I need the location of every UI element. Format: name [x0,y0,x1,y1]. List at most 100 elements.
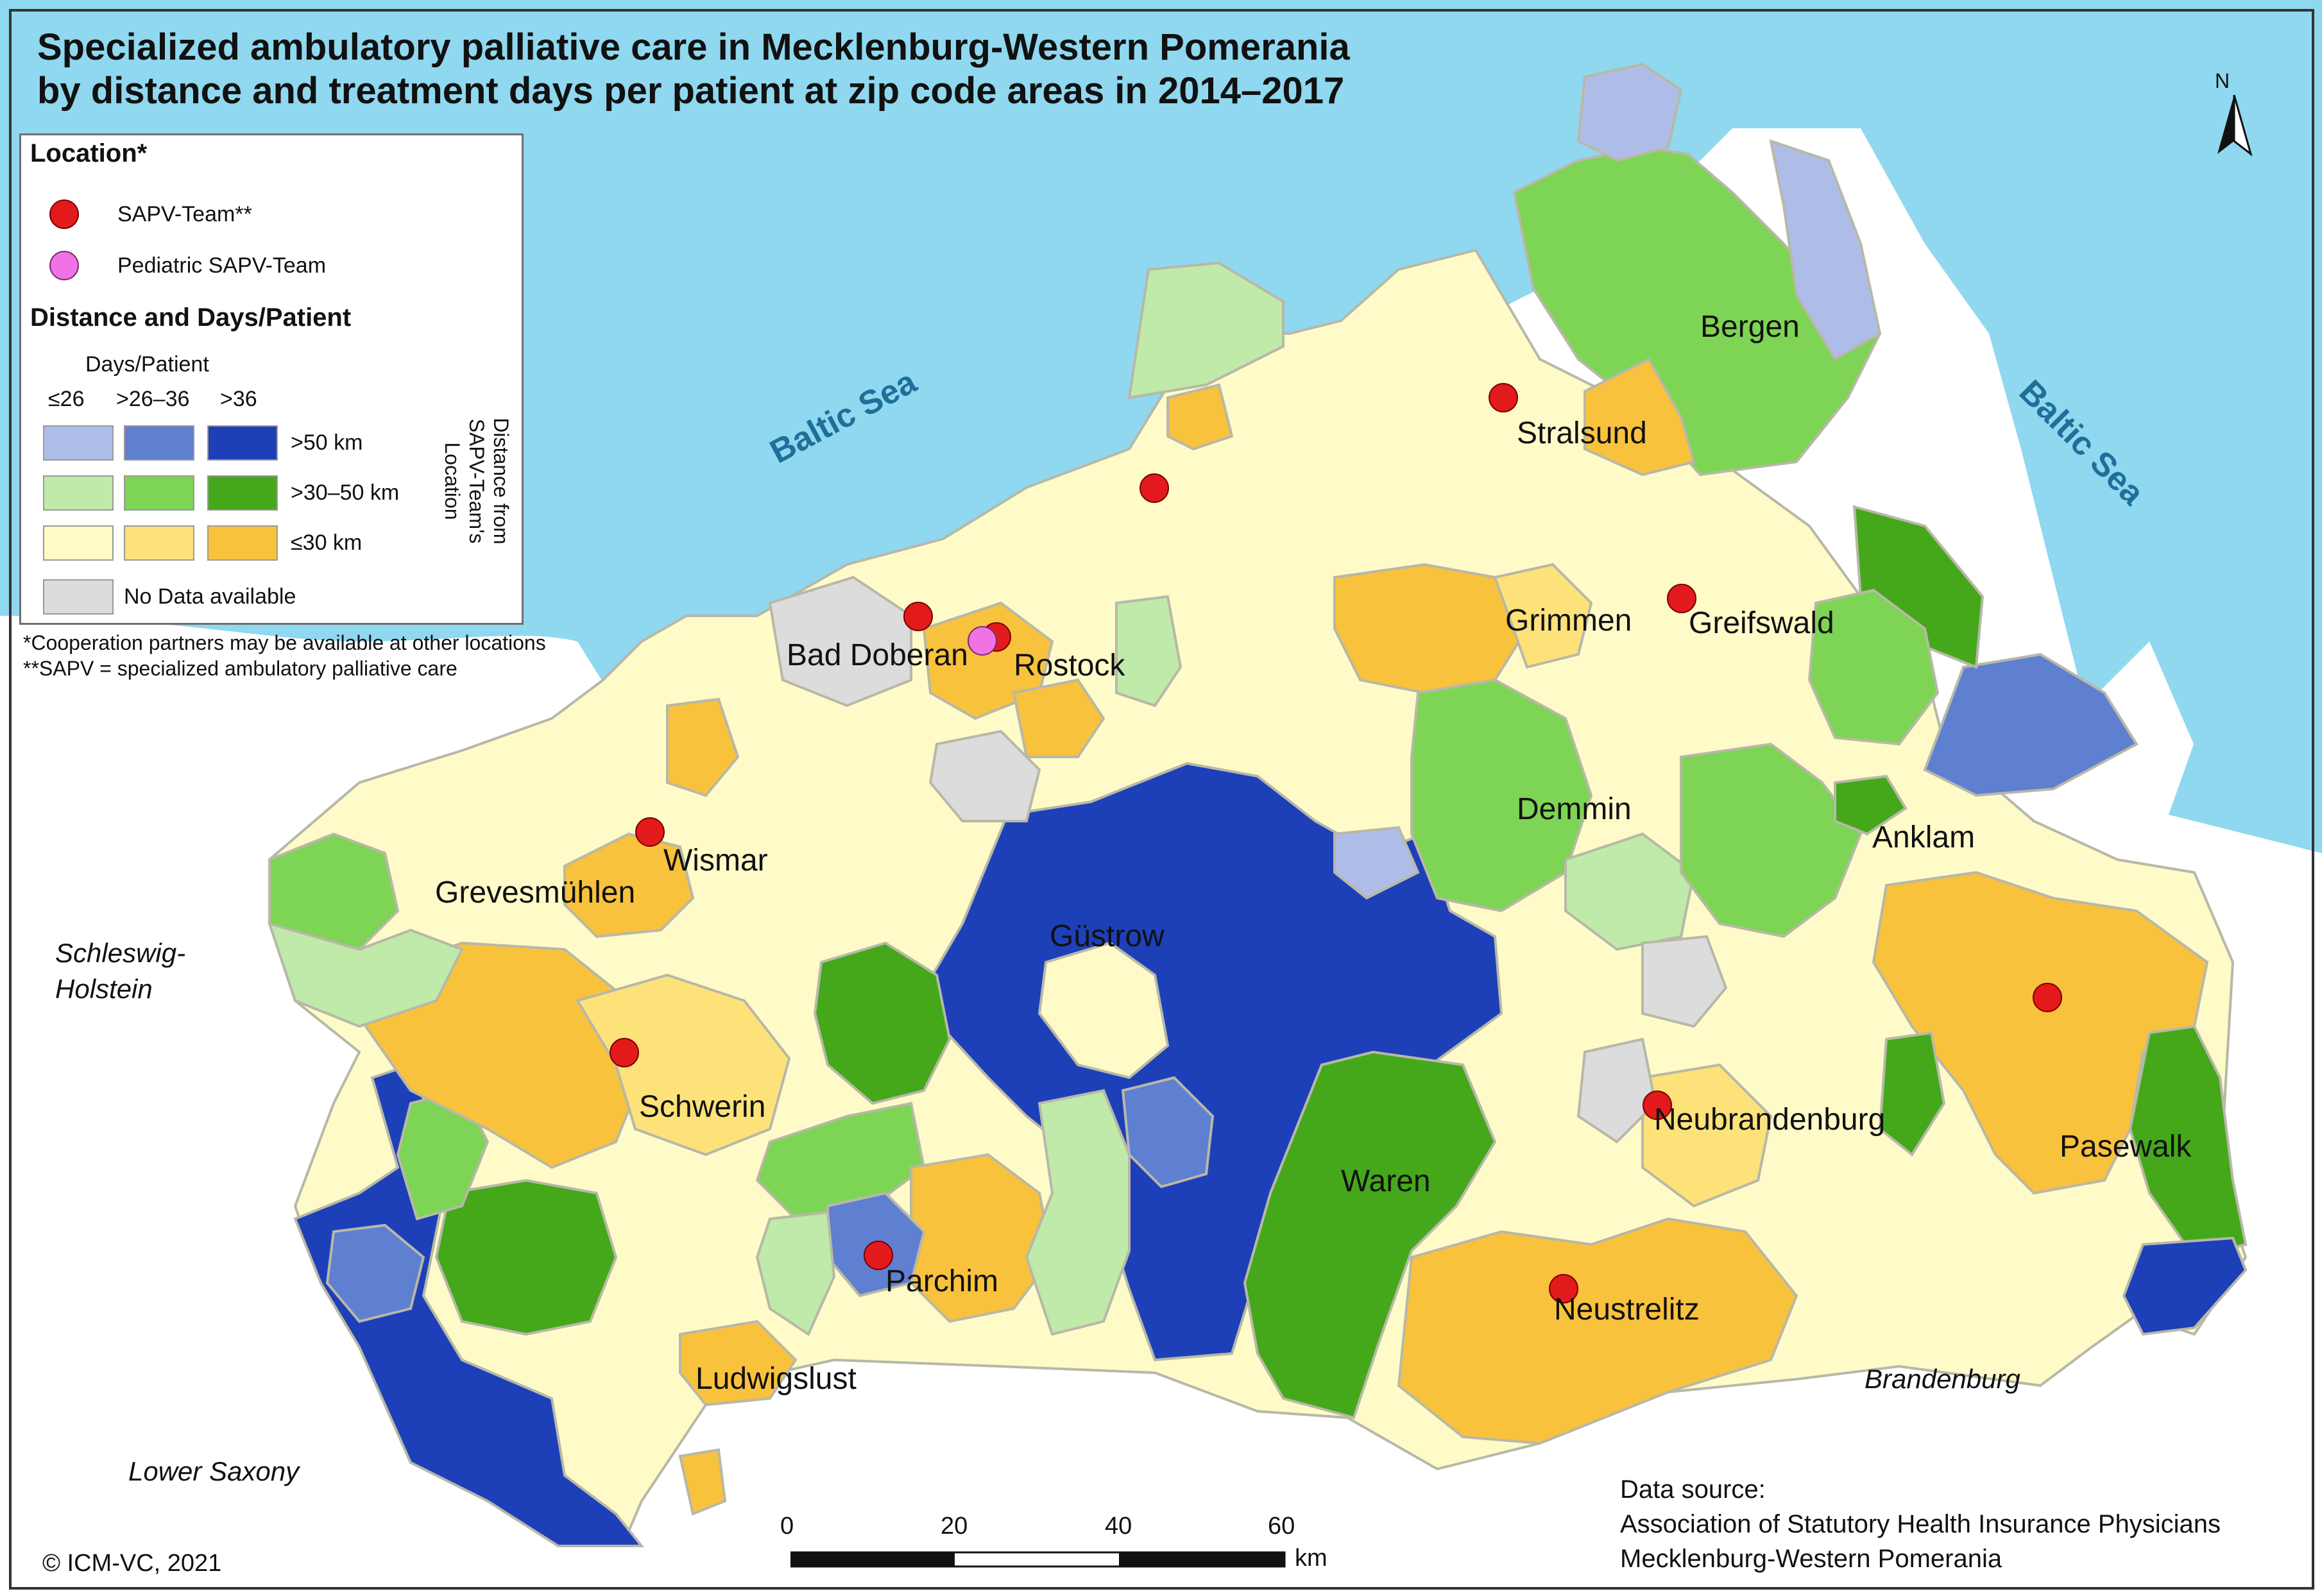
zone-waren [1243,1050,1497,1420]
sapv-marker-neubrandenburg [1643,1091,1672,1120]
sapv-marker-bad-doberan [903,602,933,631]
legend-pediatric-team: Pediatric SAPV-Team [117,253,327,278]
swatch-mid-high [207,475,278,511]
map-frame [9,9,2314,1590]
zone-sw-blue [293,1063,645,1547]
legend-days-col-3: >36 [220,387,257,411]
sapv-marker-schwerin [610,1038,639,1067]
zone-sternberg-green [813,941,952,1105]
sapv-marker-stralsund [1489,383,1518,412]
city-label-grimmen: Grimmen [1505,604,1632,638]
legend-no-data: No Data available [124,584,296,609]
zone-bad-doberan-nodata [768,575,912,708]
map-title: Specialized ambulatory palliative care i… [37,26,1350,113]
pediatric-sapv-icon [49,251,79,280]
swatch-near-low [43,525,114,561]
region-label-schleswig-holstein-2: Holstein [55,974,153,1004]
zone-south-orange [678,1448,727,1516]
swatch-mid-mid [124,475,194,511]
zone-gnoien-light-blue [1333,826,1420,900]
city-label-anklam: Anklam [1872,820,1976,854]
zone-neubrandenburg-yellow [1641,1063,1773,1208]
city-label-wismar: Wismar [663,844,768,878]
zone-greifswald-east-green [1807,588,1940,746]
zone-neustrelitz-orange [1397,1217,1798,1445]
zone-southeast-blue [2122,1236,2248,1336]
map-title-line2: by distance and treatment days per patie… [37,70,1345,112]
legend: Location* SAPV-Team** Pediatric SAPV-Tea… [19,133,524,625]
ruegen-north [1576,62,1683,162]
zone-plau-blue [1121,1076,1215,1189]
city-label-bergen: Bergen [1700,310,1800,344]
swatch-far-mid [124,425,194,461]
city-label-grevesmuehlen: Grevesmühlen [435,876,636,910]
swatch-near-mid [124,525,194,561]
city-label-neubrandenburg: Neubrandenburg [1654,1103,1886,1137]
legend-days-col-2: >26–36 [116,387,190,411]
zone-north-orange [666,697,740,797]
zone-schwerin-green [434,1178,618,1336]
sapv-marker-wismar [635,817,665,847]
legend-days-label: Days/Patient [85,352,209,377]
note-sapv-definition: **SAPV = specialized ambulatory palliati… [23,657,457,680]
zone-stralsund-orange [1584,357,1696,477]
city-label-rostock: Rostock [1014,649,1125,683]
zone-parchim-light [755,1210,836,1336]
zone-anklam-green [1680,742,1863,938]
usedom [1923,652,2138,797]
sapv-marker-neustrelitz [1549,1274,1578,1303]
legend-sapv-team: SAPV-Team** [117,202,252,226]
data-source-line1: Association of Statutory Health Insuranc… [1620,1510,2221,1538]
legend-distance-heading: Distance and Days/Patient [30,303,352,332]
scale-bar [790,1551,1286,1568]
zone-rostock-south-nodata [928,729,1041,822]
swatch-no-data [43,579,114,615]
scale-tick-0: 0 [780,1513,794,1540]
sapv-marker-greifswald [1667,584,1696,613]
zone-friedland-nodata [1641,935,1728,1028]
city-label-schwerin: Schwerin [639,1090,766,1124]
zone-guestrow-inner [1037,941,1170,1080]
city-label-waren: Waren [1341,1164,1431,1198]
data-source-line2: Mecklenburg-Western Pomerania [1620,1545,2002,1573]
zone-lubz-light [1025,1089,1131,1336]
note-cooperation: *Cooperation partners may be available a… [23,631,546,654]
sapv-marker-parchim [864,1241,893,1270]
region-label-brandenburg: Brandenburg [1865,1364,2020,1394]
zone-tessin-light-green [1115,595,1182,708]
legend-distance-mid: >30–50 km [291,480,400,505]
north-arrow-icon [2217,95,2253,157]
zone-ribnitz-orange [1166,383,1234,451]
city-label-neustrelitz: Neustrelitz [1554,1293,1700,1327]
city-label-parchim: Parchim [885,1264,999,1298]
region-label-lower-saxony: Lower Saxony [128,1456,300,1486]
sapv-marker-north [1140,473,1169,503]
legend-distance-far: >50 km [291,430,363,455]
zone-mid-green-west [755,1101,926,1221]
city-label-greifswald: Greifswald [1689,606,1834,640]
zone-parchim-orange [910,1153,1054,1323]
region-label-schleswig-holstein-1: Schleswig- [55,938,186,968]
city-label-stralsund: Stralsund [1517,416,1647,450]
swatch-far-low [43,425,114,461]
ruegen-east [1769,139,1882,361]
city-label-ludwigslust: Ludwigslust [696,1362,857,1396]
data-source: Data source: Association of Statutory He… [1620,1472,2221,1576]
fischland [1127,261,1285,400]
swatch-far-high [207,425,278,461]
copyright: © ICM-VC, 2021 [42,1550,222,1577]
data-source-label: Data source: [1620,1475,1766,1504]
city-label-demmin: Demmin [1517,792,1632,826]
swatch-near-high [207,525,278,561]
zone-schwerin-inner [575,973,791,1157]
city-label-guestrow: Güstrow [1050,919,1165,953]
north-arrow-label: N [2215,69,2230,92]
pediatric-marker-rostock [968,626,997,656]
scale-unit: km [1295,1545,1327,1572]
zone-rostock-east-orange [1012,678,1106,758]
scale-tick-60: 60 [1268,1513,1295,1540]
zone-west-light-green [267,922,464,1028]
sapv-marker-pasewalk [2033,983,2062,1012]
